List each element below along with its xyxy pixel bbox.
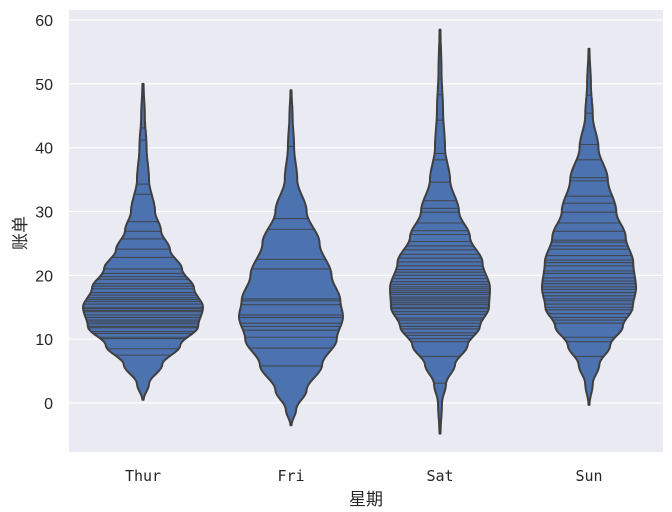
y-tick-label: 40	[35, 141, 53, 158]
violin-body	[239, 90, 343, 426]
violin-sticks	[542, 94, 636, 357]
violin-sticks	[83, 127, 203, 356]
violin-sun	[541, 47, 637, 406]
violin-sat	[389, 28, 491, 435]
y-tick-label: 20	[35, 268, 53, 285]
violin-body	[542, 48, 636, 405]
y-axis-label: 账单	[11, 216, 31, 250]
x-axis-ticks: Thur Fri Sat Sun	[125, 467, 603, 485]
violin-fri	[238, 89, 344, 427]
x-tick-label: Sun	[575, 467, 602, 485]
violin-outline	[389, 28, 491, 435]
violin-outline	[541, 47, 637, 406]
violin-outline	[82, 82, 204, 401]
violin-thur	[82, 82, 204, 401]
y-tick-label: 50	[35, 77, 53, 94]
x-axis-label: 星期	[349, 490, 383, 510]
y-tick-label: 10	[35, 332, 53, 349]
y-tick-label: 0	[44, 396, 53, 413]
x-tick-label: Sat	[426, 467, 453, 485]
violin-outline	[238, 89, 344, 427]
y-tick-label: 30	[35, 205, 53, 222]
violin-sticks	[239, 145, 343, 367]
y-axis-ticks: 0 10 20 30 40 50 60	[35, 13, 53, 413]
x-tick-label: Thur	[125, 467, 161, 485]
violin-body	[83, 83, 203, 400]
y-tick-label: 60	[35, 13, 53, 30]
violins	[82, 28, 637, 435]
x-tick-label: Fri	[277, 467, 304, 485]
